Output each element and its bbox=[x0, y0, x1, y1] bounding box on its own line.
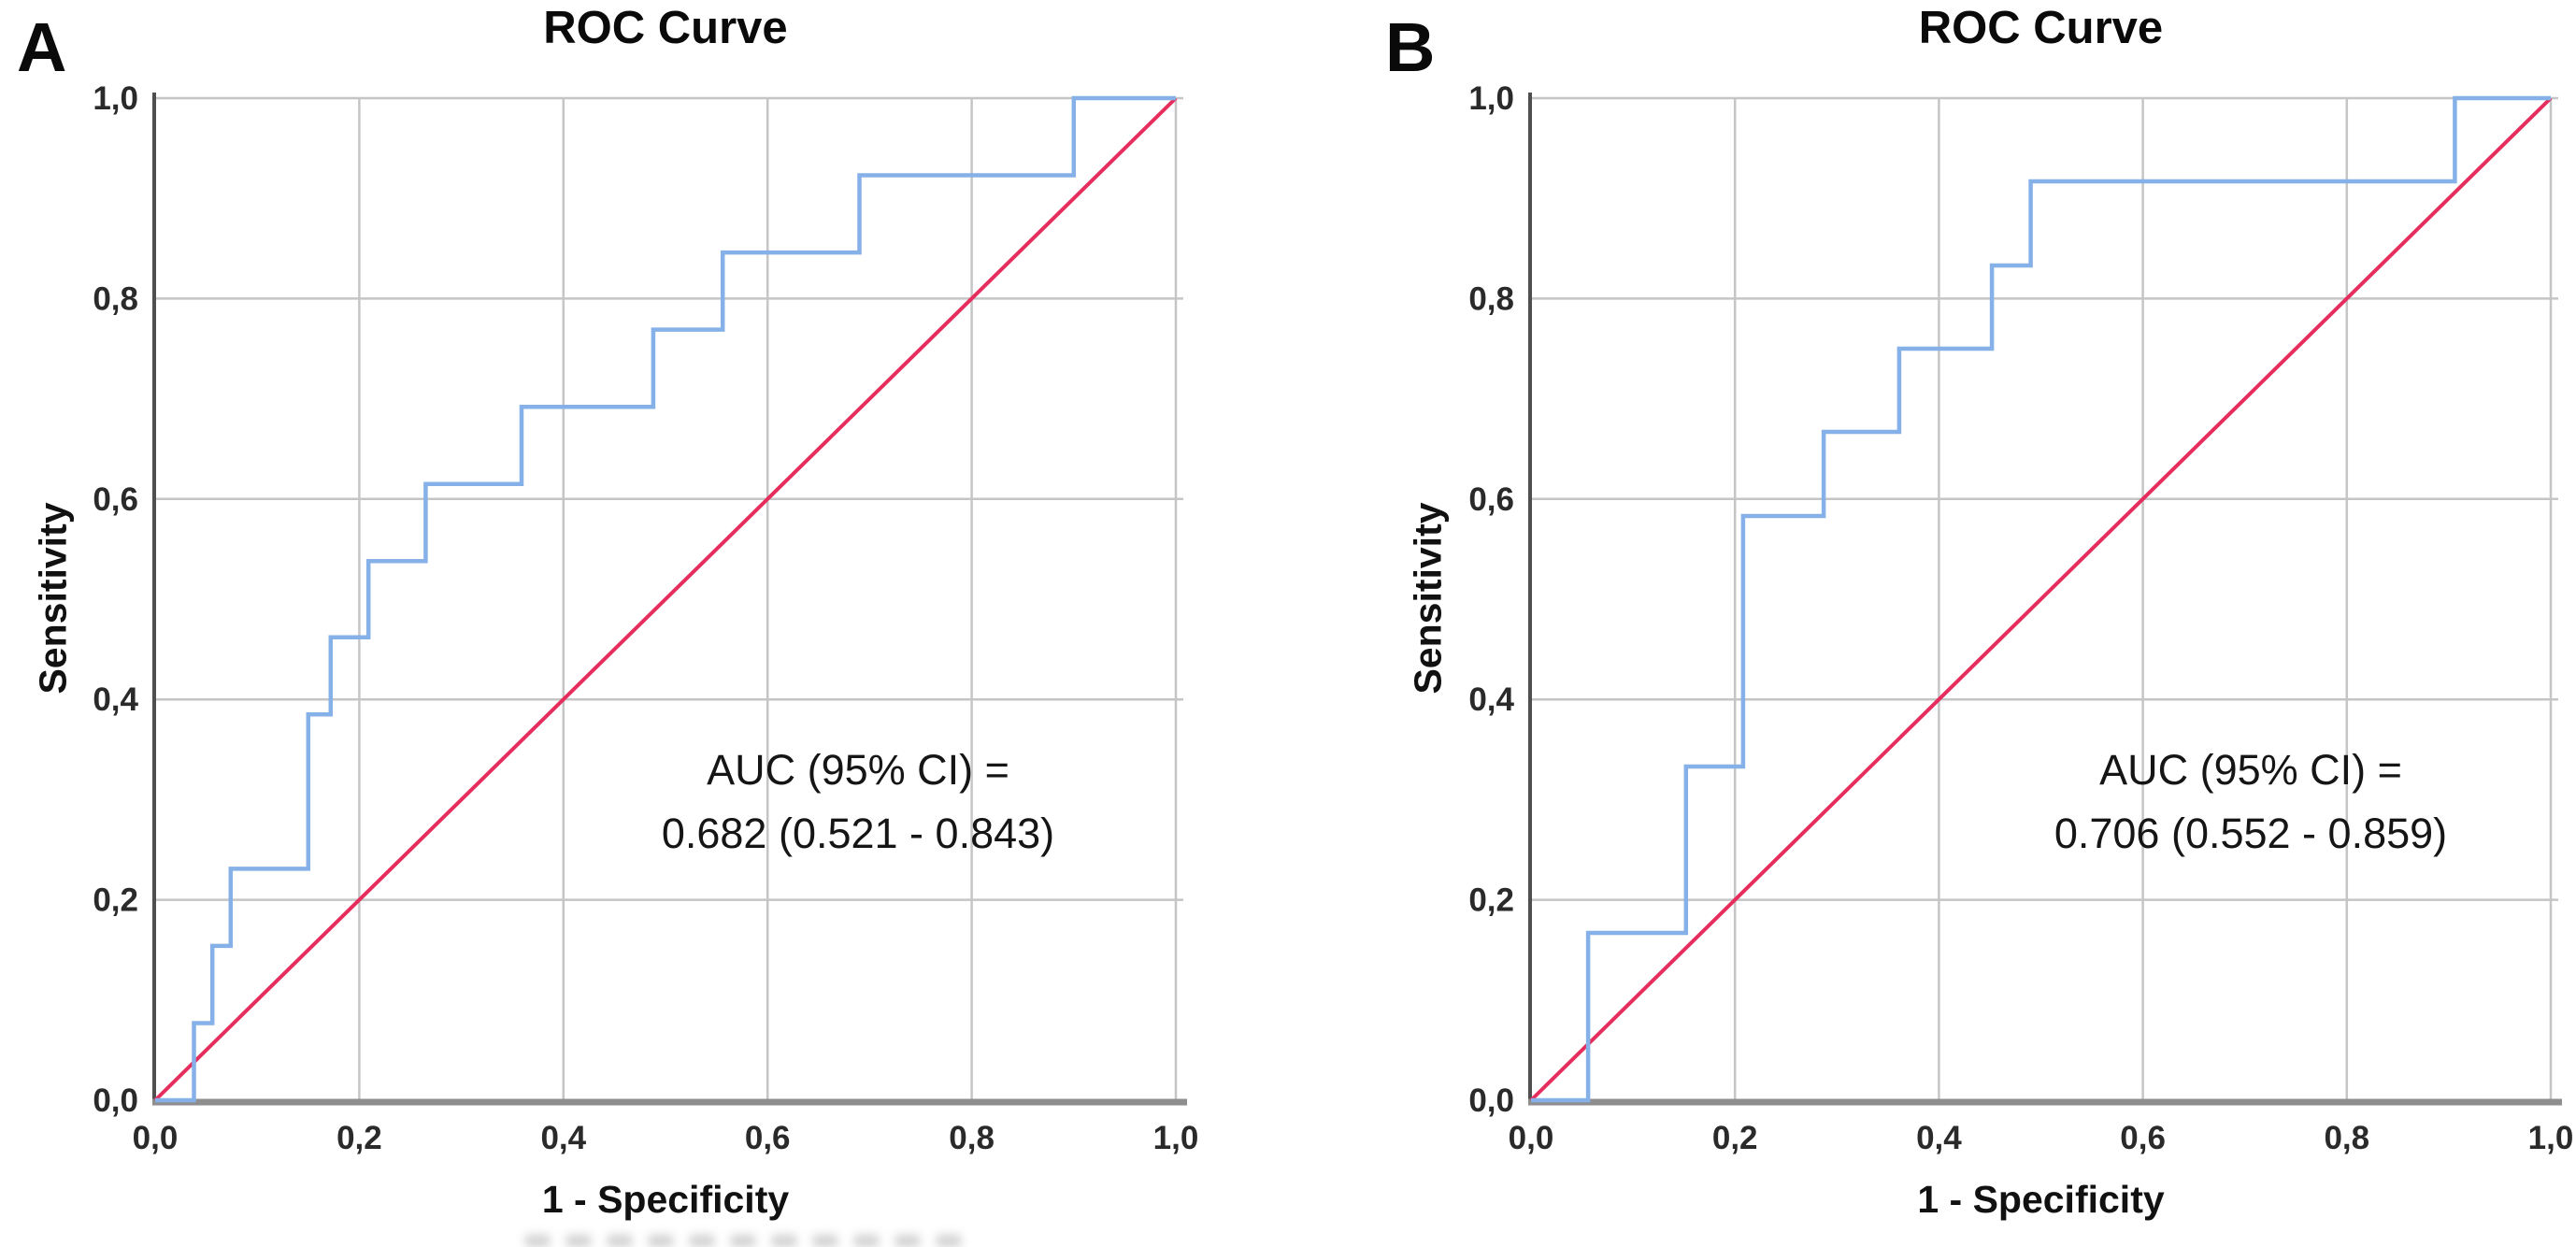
x-tick-label: 0,0 bbox=[1509, 1120, 1554, 1156]
x-tick-label: 0,0 bbox=[133, 1120, 179, 1156]
panel-b-title: ROC Curve bbox=[1918, 3, 2164, 53]
panel-a-letter: A bbox=[17, 8, 68, 86]
panel-a-auc-annotation: AUC (95% CI) = 0.682 (0.521 - 0.843) bbox=[662, 738, 1054, 866]
panel-b-x-axis-title: 1 - Specificity bbox=[1917, 1178, 2165, 1221]
panel-a-x-axis-title: 1 - Specificity bbox=[541, 1178, 790, 1221]
x-tick-label: 0,4 bbox=[1916, 1120, 1962, 1156]
y-tick-label: 0,6 bbox=[1468, 481, 1514, 518]
y-tick-label: 0,0 bbox=[93, 1082, 138, 1119]
panel-a-auc-line2: 0.682 (0.521 - 0.843) bbox=[661, 810, 1055, 857]
y-tick-label: 0,2 bbox=[93, 882, 138, 919]
y-tick-label: 0,4 bbox=[93, 681, 138, 718]
y-tick-label: 1,0 bbox=[93, 80, 138, 117]
roc-step-curve bbox=[1531, 95, 2551, 1103]
y-tick-label: 0,4 bbox=[1468, 681, 1514, 718]
y-tick-label: 0,0 bbox=[1468, 1082, 1514, 1119]
x-tick-label: 0,2 bbox=[1712, 1120, 1758, 1156]
y-tick-label: 0,6 bbox=[93, 481, 138, 518]
x-tick-label: 0,4 bbox=[540, 1120, 586, 1156]
x-tick-label: 0,2 bbox=[336, 1120, 382, 1156]
panel-b-auc-annotation: AUC (95% CI) = 0.706 (0.552 - 0.859) bbox=[2054, 738, 2447, 866]
panel-a-auc-line1: AUC (95% CI) = bbox=[707, 746, 1009, 794]
cropped-caption-remnant bbox=[525, 1235, 963, 1247]
x-tick-label: 0,6 bbox=[2120, 1120, 2166, 1156]
x-tick-label: 1,0 bbox=[2528, 1120, 2574, 1156]
reference-diagonal-line bbox=[1529, 96, 2553, 1102]
x-tick-label: 0,6 bbox=[745, 1120, 791, 1156]
panel-a-y-axis-title: Sensitivity bbox=[31, 502, 75, 695]
x-tick-label: 1,0 bbox=[1153, 1120, 1199, 1156]
y-tick-label: 1,0 bbox=[1468, 80, 1514, 117]
x-tick-label: 0,8 bbox=[949, 1120, 995, 1156]
y-tick-label: 0,2 bbox=[1468, 882, 1514, 919]
y-tick-label: 0,8 bbox=[93, 280, 138, 317]
panel-b-letter: B bbox=[1385, 8, 1437, 86]
roc-step-curve bbox=[155, 95, 1176, 1103]
y-tick-label: 0,8 bbox=[1468, 280, 1514, 317]
panel-a-title: ROC Curve bbox=[543, 3, 788, 53]
panel-b-auc-line2: 0.706 (0.552 - 0.859) bbox=[2054, 810, 2448, 857]
panel-b-auc-line1: AUC (95% CI) = bbox=[2099, 746, 2402, 794]
panel-b-y-axis-title: Sensitivity bbox=[1406, 502, 1450, 695]
x-tick-label: 0,8 bbox=[2324, 1120, 2369, 1156]
reference-diagonal-line bbox=[153, 96, 1178, 1102]
